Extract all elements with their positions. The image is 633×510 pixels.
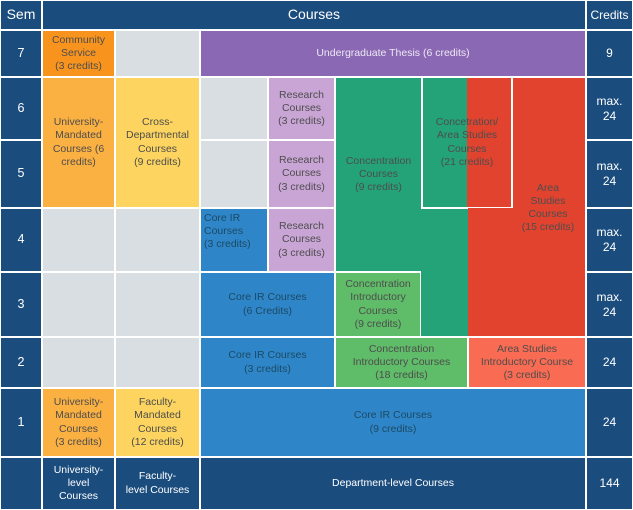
split-cell-label: Concetration/ Area Studies Courses (21 c… <box>435 116 499 168</box>
credits-row-7: 9 <box>587 31 632 76</box>
cell-core-ir-row2: Core IR Courses (3 credits) <box>201 338 334 387</box>
cell-university-mandated-6cr: University- Mandated Courses (6 credits) <box>43 78 114 207</box>
sem-row-1: 1 <box>1 389 41 456</box>
cell-empty-row3-b <box>116 273 199 336</box>
credits-row-2: 24 <box>587 338 632 387</box>
cell-concentration-intro-row3: Concentration Introductory Courses (9 cr… <box>336 273 420 336</box>
cell-area-studies-lower <box>468 208 585 336</box>
cell-empty-row4-b <box>116 209 199 271</box>
cell-core-ir-row4: Core IR Courses (3 credits) <box>201 209 267 271</box>
cell-research-courses-row6: Research Courses (3 credits) <box>269 78 334 139</box>
cell-community-service: Community Service (3 credits) <box>43 31 114 76</box>
cell-core-ir-row1: Core IR Courses (9 credits) <box>201 389 585 456</box>
split-red-half <box>467 78 511 207</box>
header-courses: Courses <box>43 1 585 29</box>
cell-undergraduate-thesis: Undergraduate Thesis (6 credits) <box>201 31 585 76</box>
credits-row-3: max. 24 <box>587 273 632 336</box>
cell-faculty-level-courses: Faculty- level Courses <box>116 458 199 509</box>
header-sem: Sem <box>1 1 41 29</box>
cell-research-courses-row5: Research Courses (3 credits) <box>269 141 334 207</box>
cell-empty-row7 <box>116 31 199 76</box>
cell-area-studies-intro: Area Studies Introductory Course (3 cred… <box>469 338 585 387</box>
cell-cross-departmental: Cross- Departmental Courses (9 credits) <box>116 78 199 207</box>
cell-concentration-courses-extension <box>421 209 468 336</box>
credits-row-1: 24 <box>587 389 632 456</box>
area-studies-label: Area Studies Courses (15 credits) <box>521 181 575 234</box>
cell-empty-row2-b <box>116 338 199 387</box>
cell-department-level-courses: Department-level Courses <box>201 458 585 509</box>
cell-empty-row5 <box>201 141 267 207</box>
cell-empty-row2-a <box>43 338 114 387</box>
cell-core-ir-row3: Core IR Courses (6 Credits) <box>201 273 334 336</box>
cell-faculty-mandated: Faculty- Mandated Courses (12 credits) <box>116 389 199 456</box>
cell-empty-row6 <box>201 78 267 139</box>
cell-empty-row3-a <box>43 273 114 336</box>
split-green-half <box>423 78 467 207</box>
sem-row-3: 3 <box>1 273 41 336</box>
cell-university-mandated-3cr: University- Mandated Courses (3 credits) <box>43 389 114 456</box>
credits-row-5: max. 24 <box>587 141 632 207</box>
cell-area-studies-upper <box>513 78 585 208</box>
credits-total: 144 <box>587 458 632 509</box>
sem-row-7: 7 <box>1 31 41 76</box>
sem-row-4: 4 <box>1 209 41 271</box>
header-credits: Credits <box>587 1 632 29</box>
credits-row-4: max. 24 <box>587 209 632 271</box>
sem-row-5: 5 <box>1 141 41 207</box>
cell-university-level-courses: University- level Courses <box>43 458 114 509</box>
sem-row-2: 2 <box>1 338 41 387</box>
cell-empty-row4-a <box>43 209 114 271</box>
cell-research-courses-row4: Research Courses (3 credits) <box>269 209 334 271</box>
cell-concentration-area-studies-21cr: Concetration/ Area Studies Courses (21 c… <box>423 78 511 207</box>
credits-row-6: max. 24 <box>587 78 632 139</box>
sem-row-6: 6 <box>1 78 41 139</box>
cell-concentration-courses: Concentration Courses (9 credits) <box>336 78 421 271</box>
cell-concentration-intro-row2: Concentration Introductory Courses (18 c… <box>336 338 467 387</box>
sem-row-bottom-blank <box>1 458 41 509</box>
